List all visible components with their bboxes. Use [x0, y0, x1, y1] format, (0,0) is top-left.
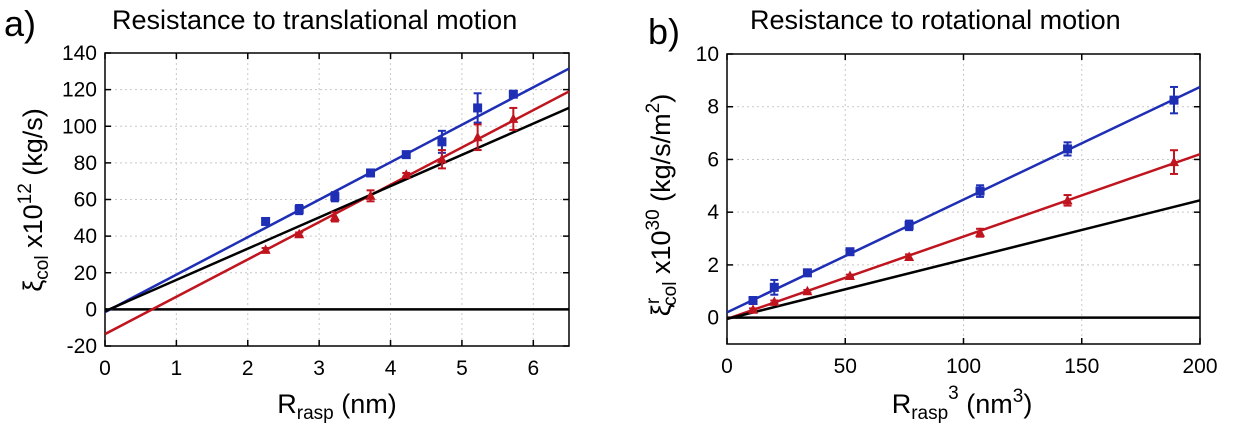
panel-a-point-blue	[473, 103, 483, 113]
panel-b-label: b)	[648, 11, 680, 52]
panel-a-y-tick-label: 80	[74, 152, 97, 175]
panel-b-point-red	[1168, 156, 1179, 167]
panel-b-x-tick-label: 100	[946, 355, 981, 378]
panel-b-point-blue	[975, 186, 985, 196]
panel-a-ylabel-main: ξ	[18, 280, 48, 292]
panel-b-marks	[727, 85, 1200, 321]
panel-b-ylabel-sup: 30	[643, 209, 664, 230]
panel-a-x-tick-label: 6	[527, 357, 539, 380]
panel-a-y-tick-label: 140	[62, 42, 97, 65]
panel-a-point-red	[329, 211, 340, 221]
panel-b-y-tick-label: 0	[707, 307, 719, 330]
panel-b-xlabel-tail: )	[1023, 389, 1032, 419]
panel-b-point-red	[769, 296, 780, 306]
panel-b-y-tick-label: 10	[696, 43, 719, 66]
panel-a-y-tick-label: 60	[74, 189, 97, 212]
panel-a-xlabel-rest: (nm)	[334, 389, 397, 419]
panel-b-ylabel-sub: col	[660, 282, 681, 306]
panel-a-y-tick-label: 0	[85, 298, 97, 321]
panel-b: b) Resistance to rotational motion 0 50 10…	[643, 5, 1218, 424]
panel-b-fit-line-black	[727, 199, 1200, 321]
panel-a-point-blue	[261, 216, 271, 226]
panel-a-point-blue	[437, 137, 447, 147]
panel-b-point-red	[748, 304, 759, 314]
panel-b-x-tick-label: 150	[1064, 355, 1099, 378]
panel-b-xlabel-main: R	[892, 389, 912, 419]
panel-b-y-tick-label: 2	[707, 254, 719, 277]
panel-a-x-tick-label: 0	[99, 357, 111, 380]
panel-b-point-blue	[904, 220, 914, 230]
panel-a-point-red	[365, 190, 376, 200]
panel-b-point-blue	[1169, 95, 1179, 105]
panel-a-y-axis-label: ξcol x1012 (kg/s)	[15, 108, 53, 292]
panel-a-y-tick-label: -20	[67, 335, 97, 358]
panel-a-point-blue	[330, 192, 340, 202]
panel-b-xlabel-sup: 3	[948, 383, 959, 404]
panel-a-x-tick-label: 5	[456, 357, 468, 380]
panel-a-y-tick-label: 20	[74, 262, 97, 285]
panel-b-ylabel-sup2: 2	[643, 103, 664, 114]
panel-a-title: Resistance to translational motion	[112, 5, 517, 35]
panel-b-point-red	[844, 270, 855, 280]
panel-b-ylabel-tail2: )	[646, 94, 676, 103]
panel-a: a) Resistance to translational motion 0 1…	[4, 3, 570, 424]
panel-b-point-red	[802, 285, 813, 296]
panel-b-point-blue	[845, 247, 855, 257]
panel-b-xlabel-sub: rasp	[911, 403, 948, 424]
panel-b-xlabel-rest: (nm	[959, 389, 1013, 419]
panel-b-point-red	[1062, 194, 1073, 205]
panel-a-y-tick-label: 100	[62, 115, 97, 138]
panel-b-ylabel-supr: r	[643, 297, 664, 304]
panel-b-x-axis-label: Rrasp3 (nm3)	[892, 383, 1033, 424]
panel-a-point-red	[436, 153, 447, 164]
panel-a-x-tick-label: 4	[385, 357, 397, 380]
panel-a-x-tick-label: 1	[171, 357, 183, 380]
panel-a-x-axis-label: Rrasp (nm)	[277, 389, 396, 424]
panel-a-label: a)	[4, 3, 36, 44]
panel-b-ylabel-rest: x10	[646, 230, 676, 281]
panel-a-marks	[105, 67, 569, 336]
panel-a-point-red	[401, 169, 412, 179]
panel-b-x-tick-label: 50	[834, 355, 857, 378]
panel-a-xlabel-main: R	[277, 389, 297, 419]
panel-a-point-red	[508, 113, 519, 123]
panel-b-point-blue	[748, 296, 758, 305]
panel-b-xlabel-sup2: 3	[1013, 386, 1024, 407]
panel-a-point-red	[294, 228, 305, 239]
panel-a-x-tick-label: 3	[313, 357, 325, 380]
panel-b-point-blue	[769, 282, 779, 292]
panel-b-point-red	[975, 227, 986, 237]
panel-b-ylabel-main: ξ	[646, 304, 676, 316]
panel-b-title: Resistance to rotational motion	[750, 5, 1121, 35]
panel-a-point-red	[260, 244, 271, 254]
panel-a-ylabel-sup: 12	[15, 183, 36, 204]
panel-a-xlabel-sub: rasp	[297, 403, 334, 424]
panel-b-y-tick-label: 8	[707, 96, 719, 119]
panel-a-point-blue	[366, 168, 376, 178]
panel-a-fit-line-blue	[105, 67, 569, 314]
panel-a-ylabel-sub: col	[32, 255, 53, 279]
panel-a-ylabel-tail: (kg/s)	[18, 108, 48, 183]
panel-a-x-tick-label: 2	[242, 357, 254, 380]
panel-b-point-blue	[1063, 144, 1073, 154]
panel-b-y-tick-label: 4	[707, 201, 719, 224]
panel-a-point-red	[472, 131, 483, 142]
panel-a-point-blue	[508, 89, 518, 99]
panel-a-ylabel-rest: x10	[18, 204, 48, 255]
panel-a-y-tick-label: 120	[62, 79, 97, 102]
panel-a-fit-line-black	[105, 106, 569, 313]
panel-b-point-blue	[802, 268, 812, 278]
panel-b-ticks: 0 50 100 150 200 0 2 4 6 8 10	[696, 43, 1218, 378]
panel-b-x-tick-label: 0	[721, 355, 733, 378]
panel-b-y-tick-label: 6	[707, 148, 719, 171]
panel-b-y-axis-label: ξrcol x1030 (kg/s/m2)	[643, 94, 681, 317]
panel-b-point-red	[904, 251, 915, 261]
panel-a-point-blue	[294, 205, 304, 215]
panel-a-point-blue	[401, 150, 411, 160]
panel-a-y-tick-label: 40	[74, 225, 97, 248]
panel-b-x-tick-label: 200	[1182, 355, 1217, 378]
panel-b-ylabel-tail: (kg/s/m	[646, 113, 676, 209]
